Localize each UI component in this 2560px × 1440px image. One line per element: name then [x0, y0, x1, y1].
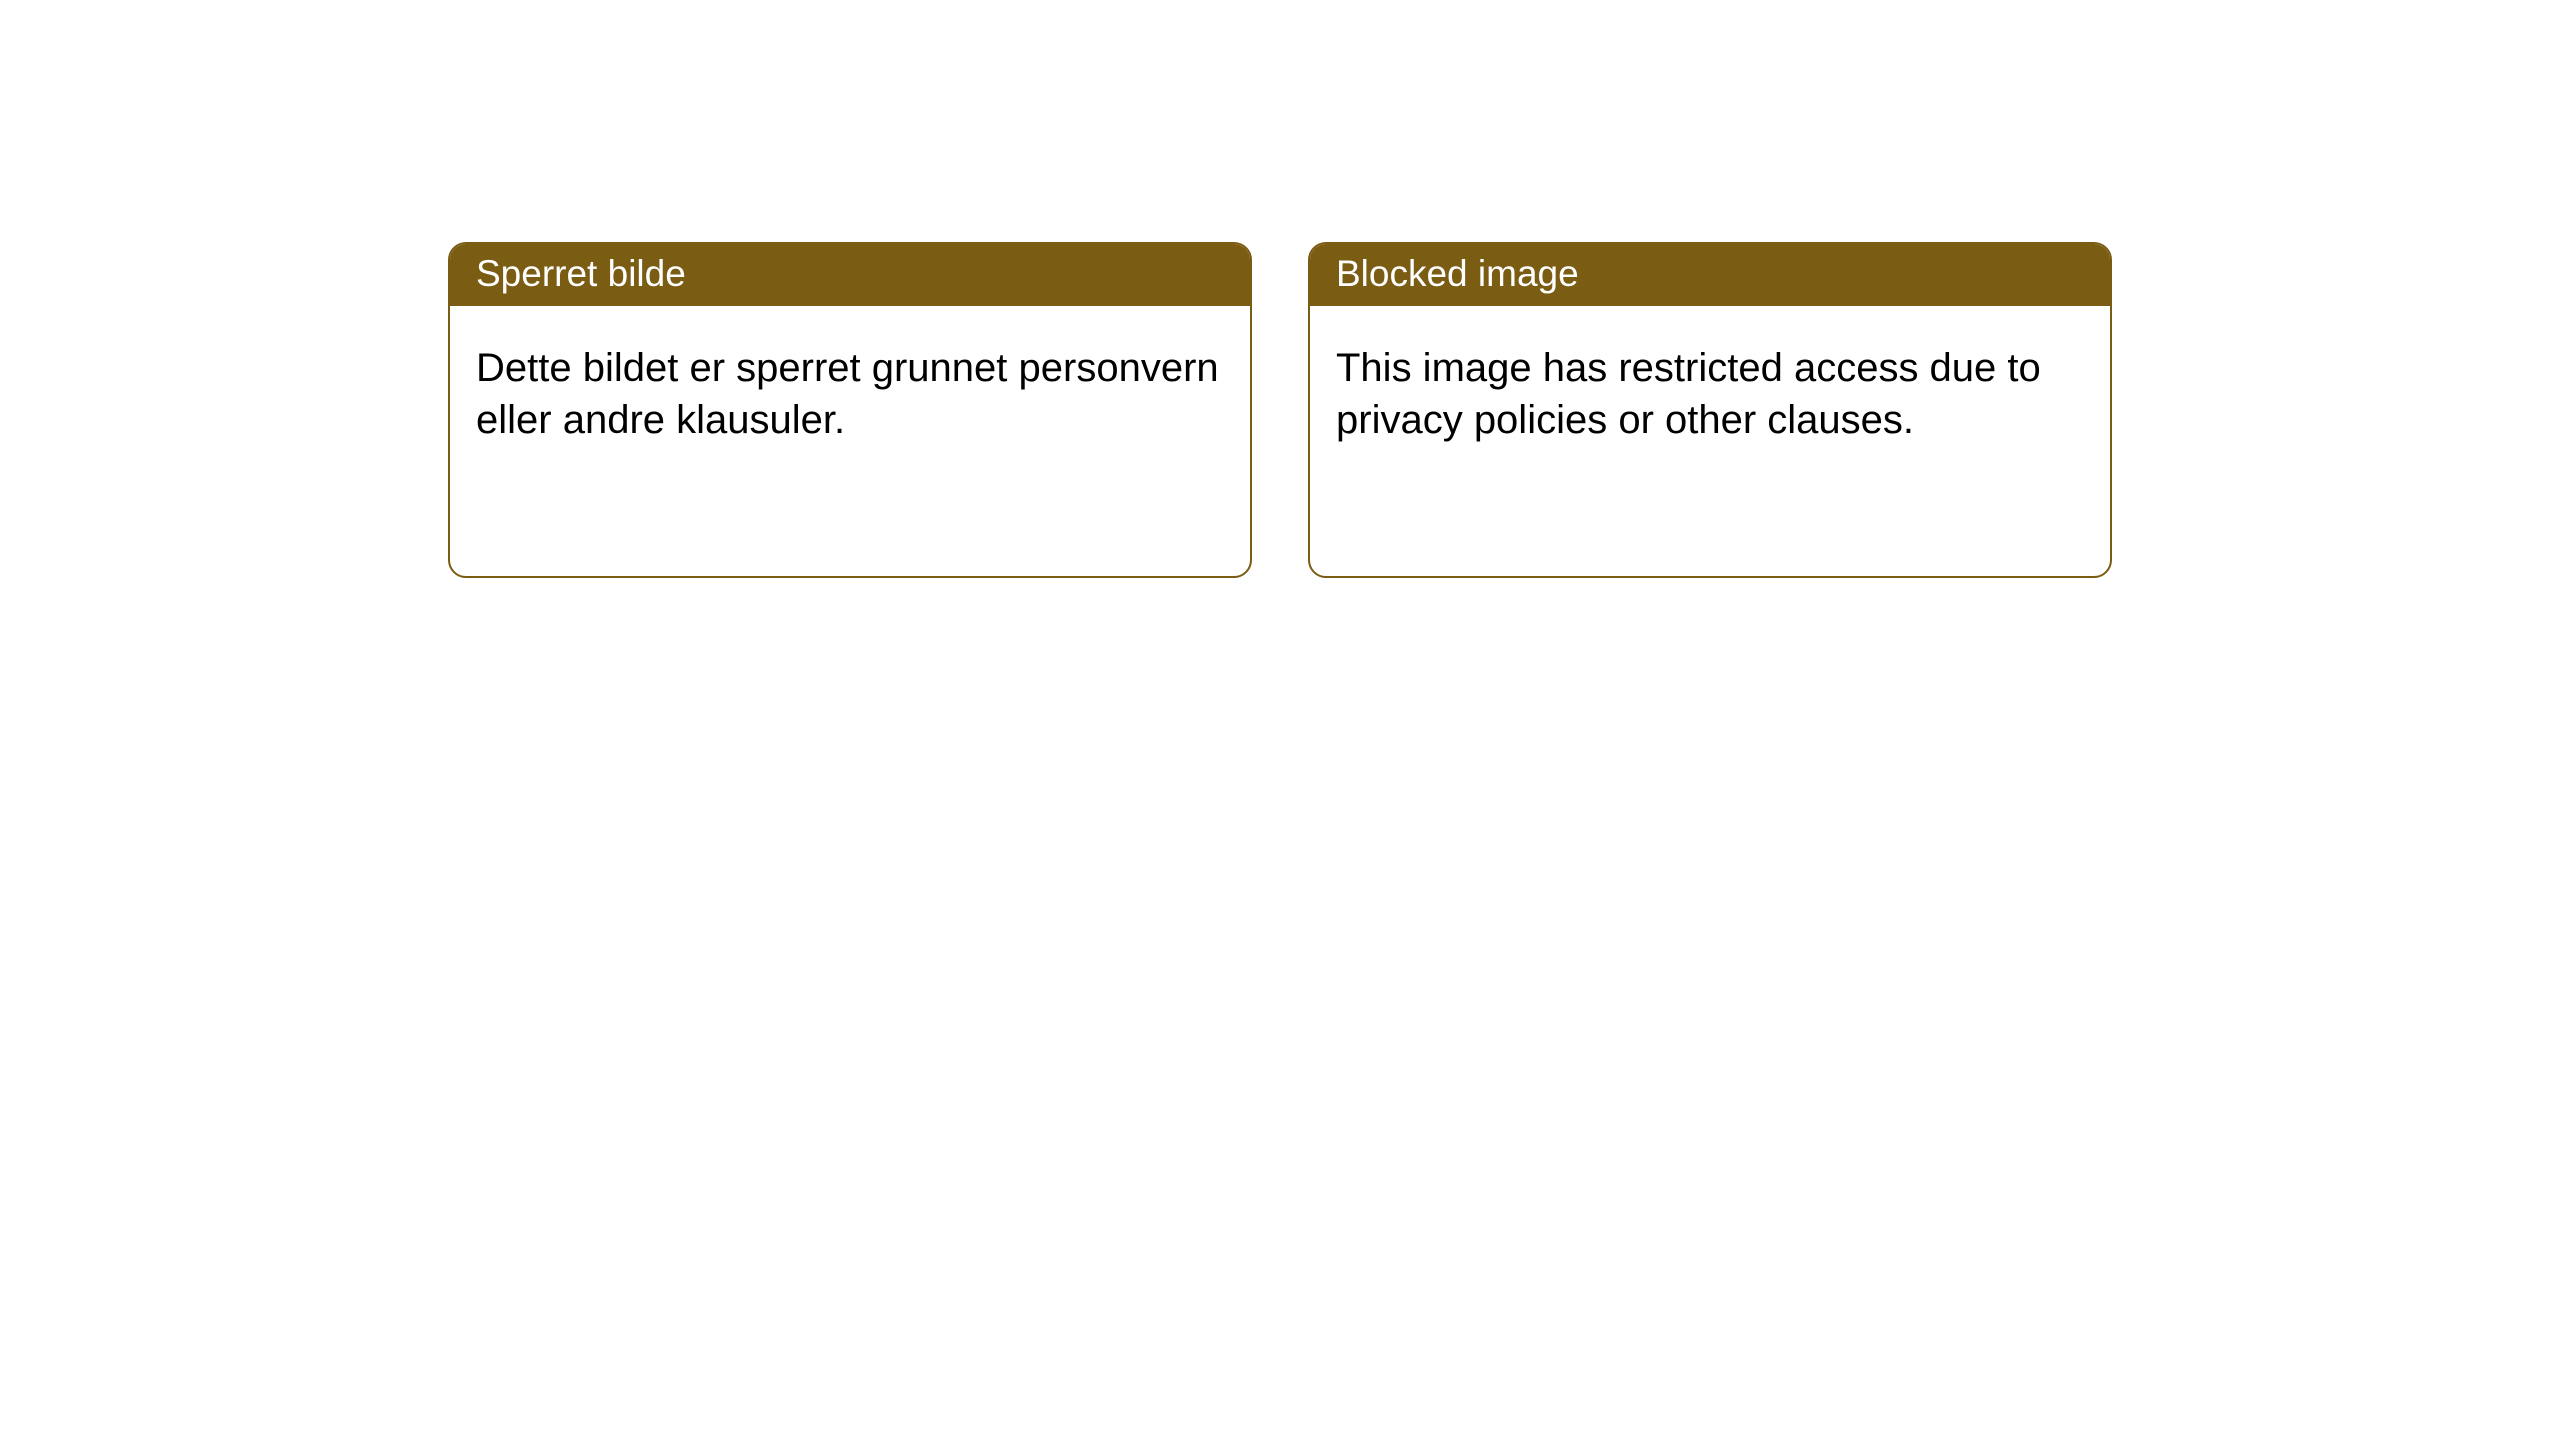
notice-body-en: This image has restricted access due to …	[1310, 306, 2110, 446]
notice-box-no: Sperret bilde Dette bildet er sperret gr…	[448, 242, 1252, 578]
notice-container: Sperret bilde Dette bildet er sperret gr…	[0, 0, 2560, 578]
notice-title-no: Sperret bilde	[450, 244, 1250, 306]
notice-box-en: Blocked image This image has restricted …	[1308, 242, 2112, 578]
notice-body-no: Dette bildet er sperret grunnet personve…	[450, 306, 1250, 446]
notice-title-en: Blocked image	[1310, 244, 2110, 306]
